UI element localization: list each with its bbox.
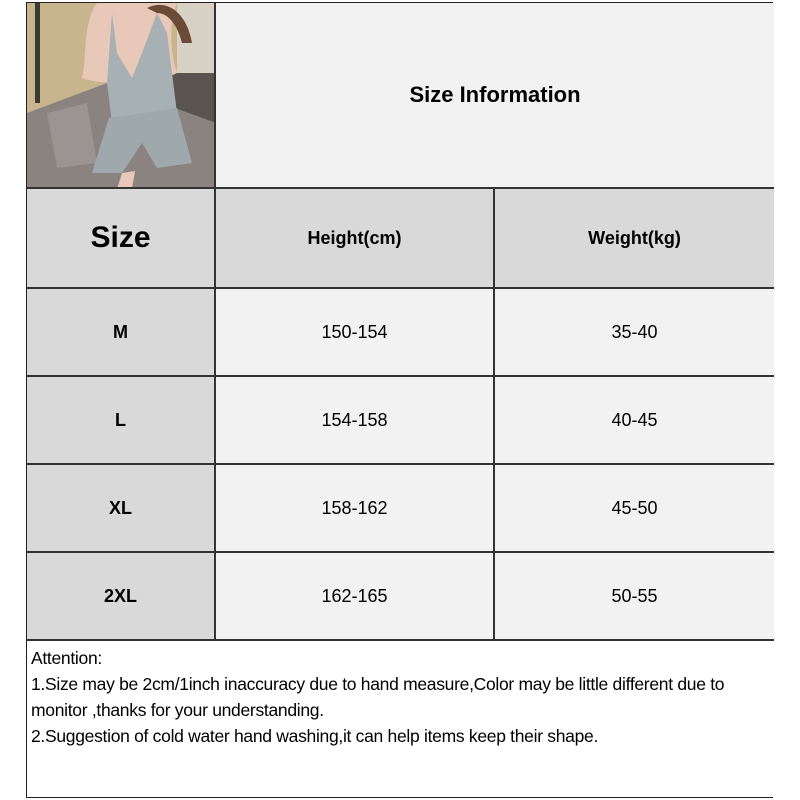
size-cell: XL bbox=[27, 465, 216, 553]
height-cell: 150-154 bbox=[216, 289, 495, 377]
header-weight: Weight(kg) bbox=[495, 189, 774, 289]
product-photo-illustration bbox=[27, 3, 214, 187]
weight-cell: 35-40 bbox=[495, 289, 774, 377]
note-item: 2.Suggestion of cold water hand washing,… bbox=[31, 726, 599, 746]
note-item: 1.Size may be 2cm/1inch inaccuracy due t… bbox=[31, 674, 725, 720]
attention-notes: Attention: 1.Size may be 2cm/1inch inacc… bbox=[27, 641, 774, 797]
header-height: Height(cm) bbox=[216, 189, 495, 289]
height-cell: 158-162 bbox=[216, 465, 495, 553]
notes-heading: Attention: bbox=[31, 648, 102, 668]
product-photo bbox=[27, 3, 216, 189]
page-title: Size Information bbox=[216, 3, 774, 189]
size-cell: M bbox=[27, 289, 216, 377]
height-cell: 154-158 bbox=[216, 377, 495, 465]
header-size: Size bbox=[27, 189, 216, 289]
size-chart-table: Size Information Size Height(cm) Weight(… bbox=[26, 2, 774, 798]
weight-cell: 40-45 bbox=[495, 377, 774, 465]
height-cell: 162-165 bbox=[216, 553, 495, 641]
weight-cell: 45-50 bbox=[495, 465, 774, 553]
size-cell: L bbox=[27, 377, 216, 465]
size-cell: 2XL bbox=[27, 553, 216, 641]
weight-cell: 50-55 bbox=[495, 553, 774, 641]
